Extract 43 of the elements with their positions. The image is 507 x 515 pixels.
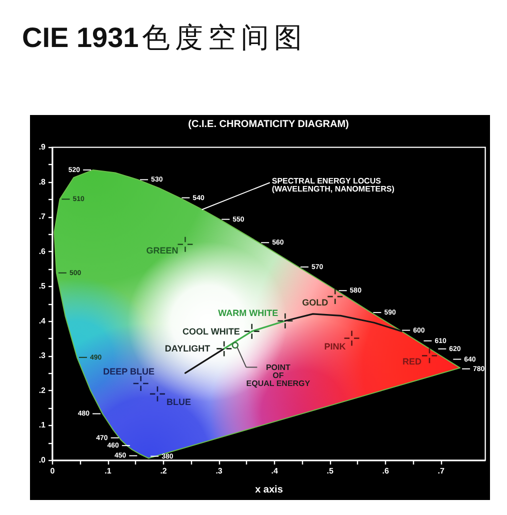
annotation: DEEP BLUE [103,366,154,376]
x-tick-label: .5 [326,466,334,476]
x-tick-label: .4 [271,466,278,476]
point [344,330,360,346]
line-series [284,313,403,332]
chart-title: CIE 1931色度空间图 [22,21,307,54]
x-tick-label: .3 [216,466,223,476]
chart-subtitle: (C.I.E. CHROMATICITY DIAGRAM) [188,119,349,130]
annotation: PINK [324,341,346,352]
point [149,386,166,402]
x-tick-label: .2 [160,466,168,476]
y-tick-label: .1 [38,420,46,430]
x-tick-label: .7 [438,466,445,476]
y-tick-label: .2 [38,386,46,395]
y-tick-label: .0 [38,456,46,464]
y-tick-label: .4 [38,316,46,326]
point [326,288,344,305]
point [216,340,232,357]
annotation: GREEN [146,245,178,256]
x-tick-label: 0 [50,466,56,476]
point [421,348,438,364]
point [244,323,260,340]
y-tick-label: .5 [38,282,46,291]
point [177,236,194,253]
annotation: COOL WHITE [182,326,240,336]
annotation: BLUE [166,396,191,407]
annotation: POINT OF EQUAL ENERGY [246,363,311,388]
y-tick-label: .7 [38,212,46,222]
annotation: WARM WHITE [218,308,278,318]
y-tick-label: .6 [38,246,46,256]
y-tick-label: .3 [38,351,46,360]
x-tick-label: .6 [382,466,390,476]
annotation: DAYLIGHT [164,344,211,354]
annotation: GOLD [302,298,329,308]
x-axis-title: x axis [255,484,284,496]
point [277,312,294,330]
y-tick-label: .8 [38,177,46,186]
annotation: SPECTRAL ENERGY LOCUS (WAVELENGTH, NANOMETERS) [272,176,395,194]
point [132,375,149,392]
annotation: RED [402,356,422,367]
y-tick-label: .9 [38,142,46,152]
point [232,342,239,349]
x-tick-label: .1 [104,466,112,476]
